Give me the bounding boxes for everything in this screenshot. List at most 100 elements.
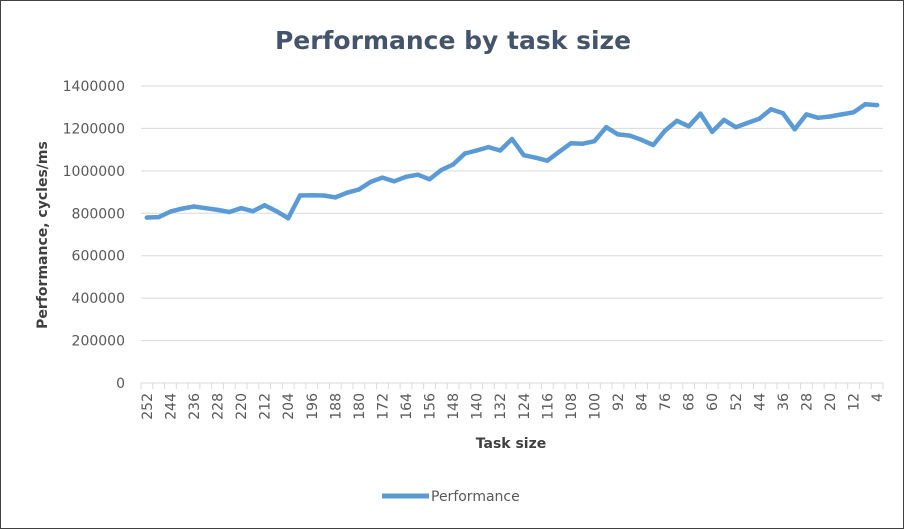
series-layer bbox=[144, 101, 880, 221]
data-point bbox=[651, 142, 656, 148]
x-tick-label: 164 bbox=[399, 393, 415, 420]
x-tick-label: 44 bbox=[752, 393, 768, 411]
data-point bbox=[215, 207, 220, 213]
axes bbox=[140, 382, 884, 389]
data-point bbox=[144, 215, 150, 220]
x-tick-label: 180 bbox=[352, 393, 368, 420]
data-point bbox=[521, 152, 526, 158]
data-point bbox=[333, 195, 338, 200]
data-point bbox=[827, 114, 833, 119]
data-point bbox=[592, 138, 597, 144]
x-tick-label: 52 bbox=[729, 393, 745, 411]
data-point bbox=[816, 115, 821, 121]
data-point bbox=[556, 149, 562, 154]
legend: Performance bbox=[382, 489, 520, 505]
data-point bbox=[851, 110, 856, 115]
data-point bbox=[486, 144, 491, 150]
x-tick-label: 196 bbox=[305, 393, 321, 420]
x-tick-label: 132 bbox=[493, 393, 509, 420]
data-point bbox=[839, 112, 844, 117]
y-tick-label: 800000 bbox=[72, 206, 125, 222]
data-point bbox=[439, 167, 444, 173]
data-point bbox=[180, 206, 185, 211]
x-tick-label: 60 bbox=[705, 393, 721, 411]
data-point bbox=[686, 124, 691, 129]
x-tick-label: 204 bbox=[281, 393, 297, 420]
data-point bbox=[250, 208, 256, 214]
data-point bbox=[757, 116, 762, 121]
x-tick-label: 4 bbox=[870, 393, 886, 402]
x-axis-ticks: 252 244 236 228 220 212 204 196 188 180 172 164 156 1… bbox=[140, 393, 886, 420]
data-point bbox=[568, 141, 574, 146]
x-tick-label: 172 bbox=[375, 393, 391, 420]
data-point bbox=[745, 120, 750, 126]
y-tick-label: 400000 bbox=[72, 291, 125, 307]
data-point bbox=[509, 136, 515, 142]
data-point bbox=[498, 148, 503, 153]
data-point bbox=[533, 155, 538, 160]
x-tick-label: 148 bbox=[446, 393, 462, 420]
x-tick-label: 84 bbox=[635, 393, 651, 411]
data-point bbox=[627, 133, 632, 138]
y-axis-ticks: 0 200000 400000 600000 800000 1000000 1200000 1… bbox=[63, 79, 125, 392]
data-point bbox=[721, 117, 727, 123]
y-tick-label: 600000 bbox=[72, 249, 125, 265]
data-point bbox=[427, 177, 432, 182]
x-tick-label: 92 bbox=[611, 393, 627, 411]
data-point bbox=[733, 124, 738, 130]
data-point bbox=[309, 193, 314, 198]
data-point bbox=[274, 208, 279, 214]
gridlines bbox=[141, 85, 883, 342]
x-tick-label: 220 bbox=[234, 393, 250, 420]
data-point bbox=[356, 187, 362, 192]
data-point bbox=[227, 209, 232, 215]
data-point bbox=[203, 205, 208, 211]
y-axis-title: Performance, cycles/ms bbox=[35, 141, 51, 329]
data-point bbox=[415, 172, 420, 177]
x-tick-label: 76 bbox=[658, 393, 674, 411]
data-point bbox=[344, 190, 350, 195]
x-tick-label: 140 bbox=[470, 393, 486, 420]
data-point bbox=[792, 127, 797, 132]
x-tick-label: 244 bbox=[163, 393, 179, 420]
data-point bbox=[710, 129, 715, 135]
x-axis-title: Task size bbox=[476, 436, 547, 452]
x-tick-label: 236 bbox=[187, 393, 203, 420]
data-point bbox=[698, 111, 703, 116]
data-point bbox=[191, 204, 197, 209]
data-point bbox=[168, 209, 173, 214]
data-point bbox=[368, 179, 373, 185]
data-point bbox=[462, 151, 468, 156]
data-point bbox=[604, 124, 609, 130]
x-tick-label: 252 bbox=[140, 393, 156, 420]
x-tick-label: 100 bbox=[587, 393, 603, 420]
x-tick-label: 12 bbox=[847, 393, 863, 411]
chart-title: Performance by task size bbox=[275, 26, 631, 55]
data-point bbox=[804, 112, 809, 117]
y-tick-label: 0 bbox=[116, 376, 125, 392]
x-tick-label: 212 bbox=[258, 393, 274, 420]
data-point bbox=[297, 193, 303, 198]
data-point bbox=[780, 110, 786, 116]
data-point bbox=[238, 205, 244, 211]
data-point bbox=[450, 162, 456, 167]
x-tick-label: 188 bbox=[328, 393, 344, 420]
x-tick-label: 124 bbox=[517, 393, 533, 420]
x-tick-label: 156 bbox=[423, 393, 439, 420]
y-tick-label: 1200000 bbox=[63, 121, 125, 137]
data-point bbox=[286, 215, 291, 221]
x-tick-label: 116 bbox=[540, 393, 556, 420]
data-point bbox=[662, 128, 668, 133]
data-point bbox=[403, 174, 409, 179]
x-tick-label: 228 bbox=[211, 393, 227, 420]
data-point bbox=[380, 175, 385, 180]
data-point bbox=[615, 132, 621, 137]
data-point bbox=[474, 148, 479, 153]
legend-label-performance: Performance bbox=[431, 489, 520, 505]
series-line-performance bbox=[144, 101, 880, 221]
data-point bbox=[545, 158, 550, 163]
data-point bbox=[262, 203, 267, 208]
y-tick-label: 1000000 bbox=[63, 164, 125, 180]
